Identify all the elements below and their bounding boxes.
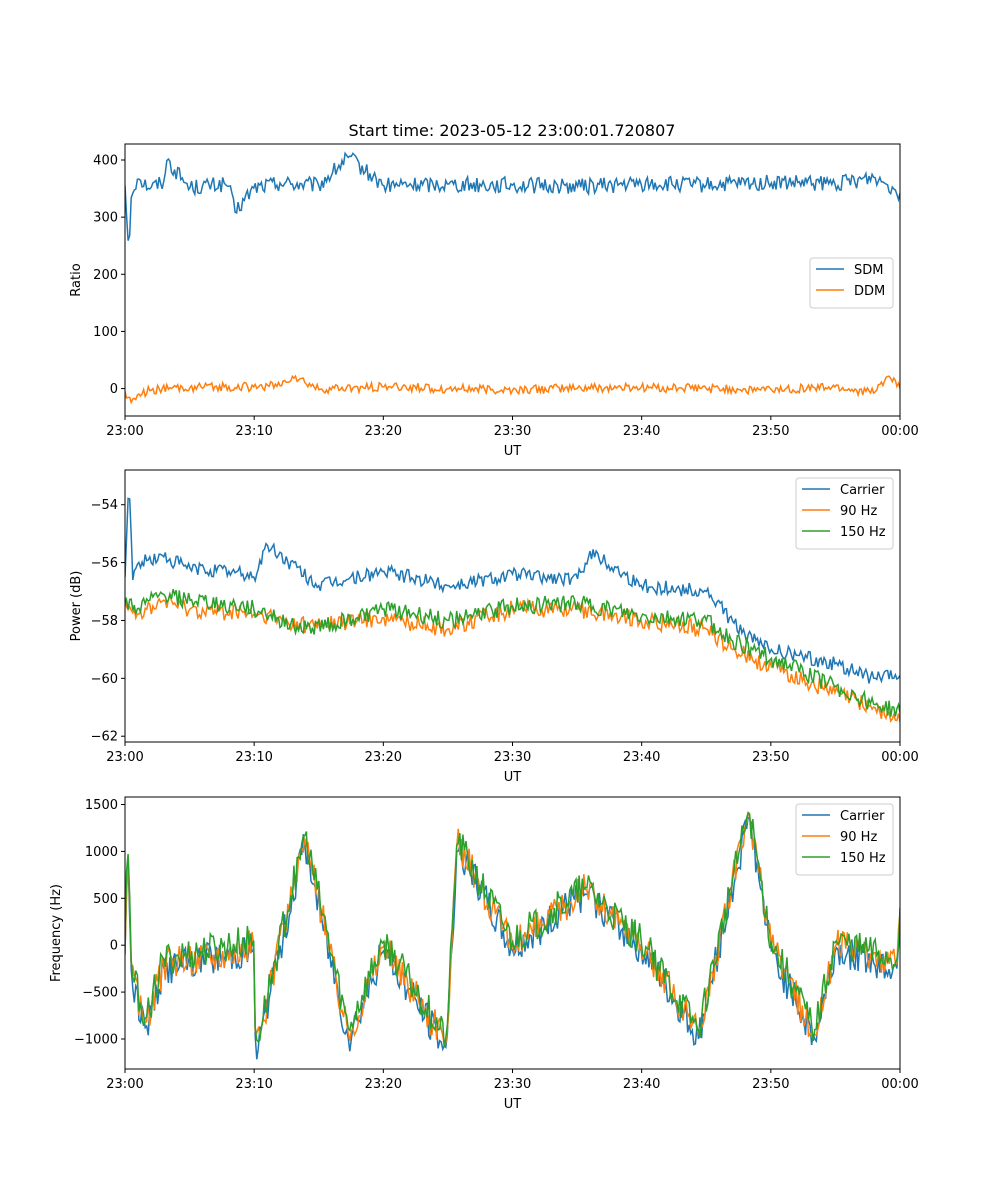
y-tick-label: −62 xyxy=(91,730,118,745)
legend-entry: 150 Hz xyxy=(840,851,886,866)
legend-entry: SDM xyxy=(854,263,883,278)
x-axis-label: UT xyxy=(504,444,522,459)
x-tick-label: 23:50 xyxy=(752,1077,789,1092)
y-tick-label: 1500 xyxy=(85,798,118,813)
x-tick-label: 23:50 xyxy=(752,750,789,765)
y-tick-label: 400 xyxy=(93,154,118,169)
y-tick-label: −1000 xyxy=(74,1032,118,1047)
legend-entry: 90 Hz xyxy=(840,504,877,519)
y-tick-label: −56 xyxy=(91,556,118,571)
x-tick-label: 23:10 xyxy=(235,1077,272,1092)
series-line-sdm xyxy=(125,151,900,241)
y-axis-label: Ratio xyxy=(69,263,84,296)
y-tick-label: −58 xyxy=(91,614,118,629)
y-axis-label: Frequency (Hz) xyxy=(49,884,64,982)
x-tick-label: 23:50 xyxy=(752,424,789,439)
legend-entry: 90 Hz xyxy=(840,830,877,845)
legend-entry: Carrier xyxy=(840,483,885,498)
x-tick-label: 23:40 xyxy=(623,750,660,765)
x-axis-label: UT xyxy=(504,1097,522,1112)
y-tick-label: −54 xyxy=(91,498,118,513)
x-tick-label: 23:00 xyxy=(106,424,143,439)
x-tick-label: 23:20 xyxy=(365,424,402,439)
x-tick-label: 23:40 xyxy=(623,1077,660,1092)
x-tick-label: 23:30 xyxy=(494,1077,531,1092)
y-tick-label: 0 xyxy=(110,939,118,954)
chart-panel-2: 23:00 23:10 23:20 23:30 23:40 23:50 00:00 −62 −6… xyxy=(69,469,919,785)
x-tick-label: 23:10 xyxy=(235,750,272,765)
legend: Carrier 90 Hz 150 Hz xyxy=(795,803,894,876)
y-tick-label: 200 xyxy=(93,268,118,283)
x-tick-label: 00:00 xyxy=(881,1077,918,1092)
y-tick-label: 100 xyxy=(93,325,118,340)
x-tick-label: 23:30 xyxy=(494,424,531,439)
legend-entry: 150 Hz xyxy=(840,525,886,540)
legend-entry: DDM xyxy=(854,284,885,299)
x-tick-label: 23:10 xyxy=(235,424,272,439)
x-tick-label: 23:40 xyxy=(623,424,660,439)
x-tick-label: 23:20 xyxy=(365,1077,402,1092)
legend-box xyxy=(809,257,894,309)
series-line-carrier xyxy=(125,497,900,684)
x-tick-label: 00:00 xyxy=(881,424,918,439)
legend: SDM DDM xyxy=(809,257,894,309)
x-tick-label: 23:00 xyxy=(106,1077,143,1092)
legend-entry: Carrier xyxy=(840,809,885,824)
x-tick-label: 23:30 xyxy=(494,750,531,765)
y-tick-label: 300 xyxy=(93,211,118,226)
y-tick-label: 0 xyxy=(110,382,118,397)
x-tick-label: 23:20 xyxy=(365,750,402,765)
series-line-150-hz xyxy=(125,811,900,1048)
y-tick-label: −500 xyxy=(82,986,118,1001)
series-line-150-hz xyxy=(125,588,900,717)
chart-panel-3: 23:00 23:10 23:20 23:30 23:40 23:50 00:00 −1000… xyxy=(49,796,919,1112)
figure-title: Start time: 2023-05-12 23:00:01.720807 xyxy=(349,121,676,140)
x-tick-label: 23:00 xyxy=(106,750,143,765)
legend: Carrier 90 Hz 150 Hz xyxy=(795,477,894,550)
y-tick-label: 500 xyxy=(93,892,118,907)
x-axis-label: UT xyxy=(504,770,522,785)
y-tick-label: −60 xyxy=(91,672,118,687)
y-axis-label: Power (dB) xyxy=(69,571,84,642)
x-tick-label: 00:00 xyxy=(881,750,918,765)
y-tick-label: 1000 xyxy=(85,845,118,860)
series-line-ddm xyxy=(125,374,900,405)
chart-panel-1: 23:00 23:10 23:20 23:30 23:40 23:50 00:00 0 100 2… xyxy=(69,143,919,459)
